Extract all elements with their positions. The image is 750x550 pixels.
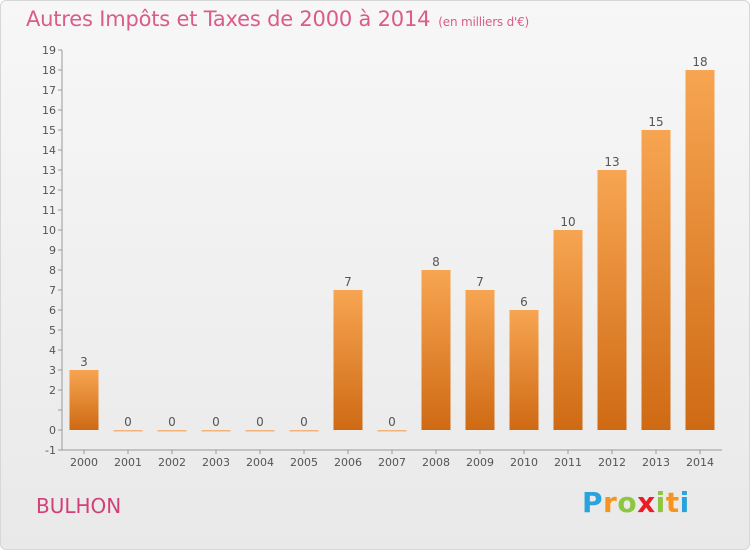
logo-letter: i bbox=[679, 486, 690, 519]
x-tick-label: 2009 bbox=[466, 456, 494, 469]
y-tick-label: 14 bbox=[42, 144, 56, 157]
bar bbox=[641, 130, 671, 430]
y-tick-label: 2 bbox=[49, 384, 56, 397]
x-tick-label: 2012 bbox=[598, 456, 626, 469]
y-tick-label: 13 bbox=[42, 164, 56, 177]
data-labels: 3 0 0 0 0 0 7 0 8 7 6 10 13 15 18 bbox=[80, 55, 707, 429]
x-tick-label: 2005 bbox=[290, 456, 318, 469]
y-tick-label: 18 bbox=[42, 64, 56, 77]
bar bbox=[597, 170, 627, 430]
x-tick-label: 2004 bbox=[246, 456, 274, 469]
data-label: 13 bbox=[604, 155, 619, 169]
y-tick-label: 17 bbox=[42, 84, 56, 97]
y-tick-label: 3 bbox=[49, 364, 56, 377]
bar bbox=[69, 370, 99, 430]
y-tick-label: -1 bbox=[45, 444, 56, 457]
y-tick-label: 16 bbox=[42, 104, 56, 117]
logo-letter: r bbox=[603, 486, 618, 519]
proxiti-logo: Proxiti bbox=[582, 486, 690, 519]
x-tick-label: 2002 bbox=[158, 456, 186, 469]
data-label: 15 bbox=[648, 115, 663, 129]
data-label: 6 bbox=[520, 295, 528, 309]
bar bbox=[421, 270, 451, 430]
logo-letter: o bbox=[617, 486, 638, 519]
axes: -1 0 2 3 4 5 6 7 8 9 10 11 12 13 14 15 16 17 18 19 2000 2001 2… bbox=[42, 44, 722, 469]
title-text: Autres Impôts et Taxes de 2000 à 2014 bbox=[26, 7, 431, 31]
logo-letter: t bbox=[665, 486, 680, 519]
data-label: 0 bbox=[256, 415, 264, 429]
bar bbox=[377, 430, 407, 432]
y-tick-label: 19 bbox=[42, 44, 56, 57]
logo-letter: x bbox=[637, 486, 656, 519]
bar bbox=[553, 230, 583, 430]
y-tick-label: 11 bbox=[42, 204, 56, 217]
x-tick-label: 2011 bbox=[554, 456, 582, 469]
bars bbox=[69, 70, 715, 432]
data-label: 0 bbox=[168, 415, 176, 429]
bar bbox=[685, 70, 715, 430]
y-tick-label: 5 bbox=[49, 324, 56, 337]
data-label: 7 bbox=[476, 275, 484, 289]
data-label: 7 bbox=[344, 275, 352, 289]
y-tick-label: 4 bbox=[49, 344, 56, 357]
data-label: 0 bbox=[388, 415, 396, 429]
chart-subtitle: (en milliers d'€) bbox=[438, 15, 530, 29]
bar bbox=[509, 310, 539, 430]
commune-name: BULHON bbox=[36, 494, 122, 518]
x-tick-label: 2007 bbox=[378, 456, 406, 469]
data-label: 10 bbox=[560, 215, 575, 229]
data-label: 0 bbox=[212, 415, 220, 429]
logo-letter: P bbox=[582, 486, 604, 519]
x-tick-label: 2014 bbox=[686, 456, 714, 469]
x-tick-label: 2001 bbox=[114, 456, 142, 469]
x-tick-label: 2008 bbox=[422, 456, 450, 469]
y-tick-label: 0 bbox=[49, 424, 56, 437]
bar bbox=[201, 430, 231, 432]
bar bbox=[113, 430, 143, 432]
bar bbox=[465, 290, 495, 430]
y-tick-label: 12 bbox=[42, 184, 56, 197]
y-tick-label: 9 bbox=[49, 244, 56, 257]
bar bbox=[245, 430, 275, 432]
x-tick-label: 2010 bbox=[510, 456, 538, 469]
y-tick-label: 8 bbox=[49, 264, 56, 277]
logo-letter: i bbox=[655, 486, 666, 519]
bar bbox=[289, 430, 319, 432]
x-tick-label: 2013 bbox=[642, 456, 670, 469]
y-tick-label: 10 bbox=[42, 224, 56, 237]
data-label: 0 bbox=[300, 415, 308, 429]
x-tick-label: 2000 bbox=[70, 456, 98, 469]
data-label: 0 bbox=[124, 415, 132, 429]
bar bbox=[333, 290, 363, 430]
x-tick-label: 2006 bbox=[334, 456, 362, 469]
data-label: 3 bbox=[80, 355, 88, 369]
y-tick-label: 6 bbox=[49, 304, 56, 317]
y-tick-label: 7 bbox=[49, 284, 56, 297]
bar bbox=[157, 430, 187, 432]
data-label: 18 bbox=[692, 55, 707, 69]
y-tick-label: 15 bbox=[42, 124, 56, 137]
data-label: 8 bbox=[432, 255, 440, 269]
chart-title: Autres Impôts et Taxes de 2000 à 2014 (en… bbox=[26, 7, 529, 31]
x-tick-label: 2003 bbox=[202, 456, 230, 469]
